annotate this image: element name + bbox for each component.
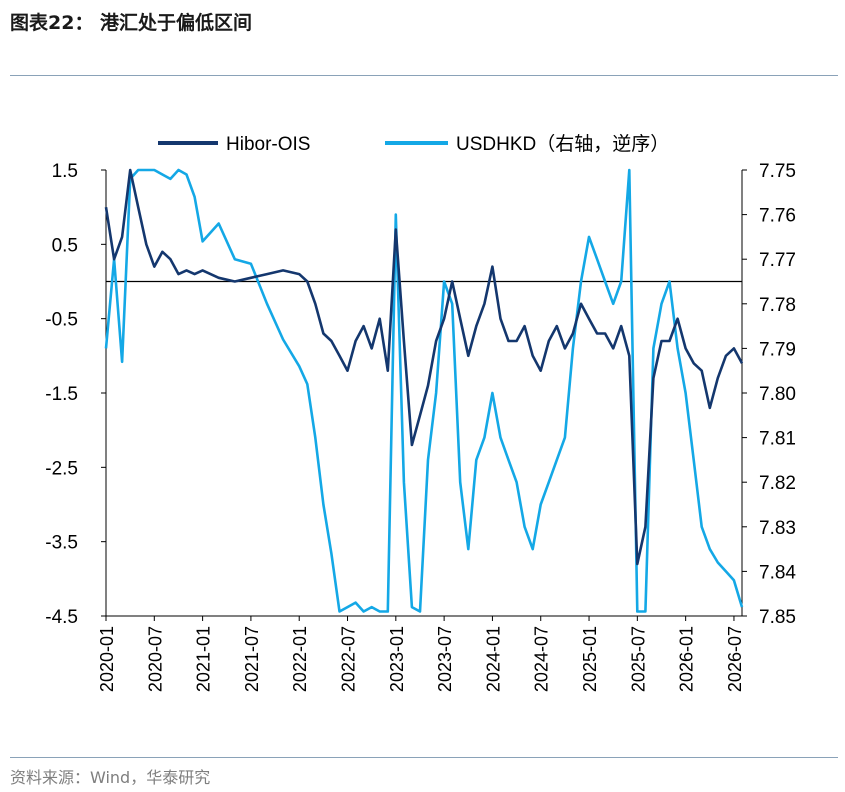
x-tick-label: 2026-07 <box>725 626 745 692</box>
right-tick-label: 7.75 <box>759 161 796 182</box>
x-tick-label: 2021-01 <box>194 626 214 692</box>
chart-legend: Hibor-OIS USDHKD（右轴，逆序） <box>158 133 669 155</box>
x-tick-label: 2026-01 <box>677 626 697 692</box>
x-tick-label: 2020-07 <box>145 626 165 692</box>
series-line-usdhkd <box>104 168 744 613</box>
chart-axes: 1.5 0.5 -0.5 -1.5 -2.5 -3.5 -4.5 7.75 7.76 7.77 7.… <box>45 161 796 692</box>
right-tick-label: 7.82 <box>759 473 796 494</box>
right-tick-label: 7.78 <box>759 295 796 316</box>
chart-plot-area <box>104 168 744 613</box>
left-tick-label: -0.5 <box>45 310 78 331</box>
chart-title: 图表22： 港汇处于偏低区间 <box>10 12 253 34</box>
chart-canvas: Hibor-OIS USDHKD（右轴，逆序） 1.5 0.5 -0.5 -1.5 -2… <box>45 133 796 692</box>
right-tick-label: 7.79 <box>759 339 796 360</box>
right-tick-label: 7.85 <box>759 607 796 628</box>
legend-label-hibor: Hibor-OIS <box>226 134 310 155</box>
x-tick-label: 2020-01 <box>97 626 117 692</box>
x-tick-label: 2021-07 <box>242 626 262 692</box>
left-tick-label: -1.5 <box>45 384 78 405</box>
right-tick-label: 7.76 <box>759 206 796 227</box>
legend-label-usdhkd: USDHKD（右轴，逆序） <box>456 133 669 155</box>
right-tick-label: 7.80 <box>759 384 796 405</box>
x-tick-label: 2023-01 <box>387 626 407 692</box>
x-tick-label: 2023-07 <box>435 626 455 692</box>
source-note: 资料来源：Wind，华泰研究 <box>10 768 211 787</box>
footer-divider <box>10 757 838 758</box>
right-tick-label: 7.81 <box>759 429 796 450</box>
right-tick-label: 7.83 <box>759 518 796 539</box>
left-tick-label: 1.5 <box>52 161 78 182</box>
x-tick-label: 2024-01 <box>483 626 503 692</box>
x-tick-label: 2025-07 <box>628 626 648 692</box>
left-tick-label: -4.5 <box>45 607 78 628</box>
series-line-hibor-ois <box>104 168 744 566</box>
right-tick-label: 7.77 <box>759 250 796 271</box>
left-tick-label: -3.5 <box>45 533 78 554</box>
left-tick-label: -2.5 <box>45 458 78 479</box>
x-tick-label: 2024-07 <box>532 626 552 692</box>
x-tick-label: 2022-07 <box>339 626 359 692</box>
right-tick-label: 7.84 <box>759 562 796 583</box>
x-tick-label: 2022-01 <box>290 626 310 692</box>
title-divider <box>10 75 838 76</box>
left-tick-label: 0.5 <box>52 235 78 256</box>
x-tick-label: 2025-01 <box>580 626 600 692</box>
